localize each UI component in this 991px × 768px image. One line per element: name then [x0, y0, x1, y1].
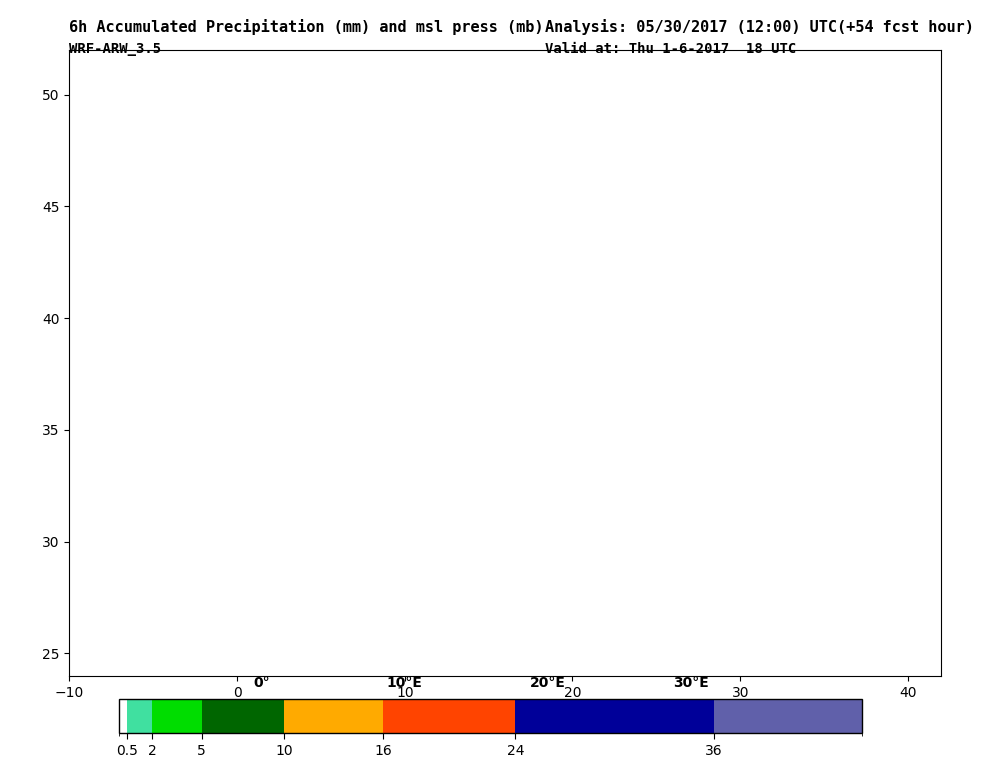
Text: 0°: 0° — [254, 677, 271, 690]
Text: 20°E: 20°E — [530, 677, 566, 690]
Text: 6h Accumulated Precipitation (mm) and msl press (mb): 6h Accumulated Precipitation (mm) and ms… — [69, 19, 544, 35]
Text: Analysis: 05/30/2017 (12:00) UTC(+54 fcst hour): Analysis: 05/30/2017 (12:00) UTC(+54 fcs… — [545, 19, 974, 35]
Text: 10°E: 10°E — [386, 677, 423, 690]
Text: 30°E: 30°E — [673, 677, 709, 690]
Text: Valid at: Thu 1-6-2017  18 UTC: Valid at: Thu 1-6-2017 18 UTC — [545, 42, 797, 56]
Text: WRF-ARW_3.5: WRF-ARW_3.5 — [69, 42, 162, 56]
